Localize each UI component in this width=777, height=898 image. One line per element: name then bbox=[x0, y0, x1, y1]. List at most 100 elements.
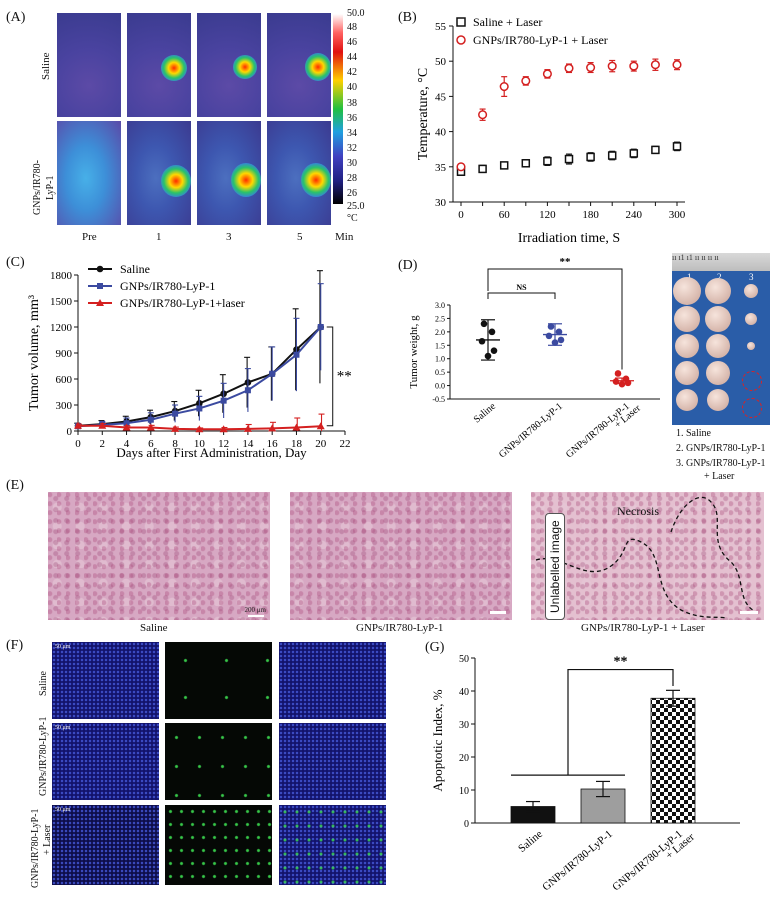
data-point bbox=[98, 421, 107, 429]
x-tick-label: 120 bbox=[539, 209, 556, 221]
data-point bbox=[74, 421, 82, 429]
scale-tick-label: 48 bbox=[347, 22, 357, 33]
tumor-sample bbox=[707, 389, 729, 411]
thermal-image-saline-3min bbox=[196, 12, 262, 118]
scale-tick-label: 40 bbox=[347, 82, 357, 94]
he-image-gnps bbox=[290, 492, 512, 620]
scale-bar bbox=[248, 615, 264, 617]
data-point bbox=[478, 337, 486, 345]
data-point bbox=[629, 149, 639, 158]
y-tick-label: 1800 bbox=[50, 270, 73, 282]
row-label-gnps-line2: LyP-1 bbox=[45, 175, 56, 200]
color-scale-bar bbox=[333, 14, 343, 204]
unlabelled-image-tag: Unlabelled image bbox=[545, 513, 565, 620]
fluor-saline-tunel bbox=[165, 642, 272, 719]
tumor-sample bbox=[676, 389, 698, 411]
data-point bbox=[612, 378, 620, 385]
data-point bbox=[456, 162, 466, 172]
x-tick-label: GNPs/IR780-LyP-1 bbox=[497, 401, 565, 460]
data-point bbox=[293, 351, 300, 358]
fluor-gnps-tunel bbox=[165, 723, 272, 800]
scale-tick-label: 46 bbox=[347, 37, 357, 49]
f-row-label-gnps: GNPs/IR780-LyP-1 bbox=[38, 716, 49, 796]
ns-bracket bbox=[487, 292, 556, 299]
x-tick-label: 16 bbox=[267, 438, 279, 450]
y-tick-label: 50 bbox=[435, 56, 447, 68]
data-point bbox=[542, 69, 552, 79]
f-row-label-gnps-laser-1: GNPs/IR780-LyP-1 bbox=[30, 808, 41, 888]
data-point bbox=[195, 425, 204, 433]
ns-label: NS bbox=[516, 283, 527, 292]
scale-tick-label: 30 bbox=[347, 157, 357, 169]
data-point bbox=[607, 151, 617, 160]
y-tick-label: 30 bbox=[459, 720, 469, 731]
y-tick-label: 35 bbox=[435, 162, 447, 174]
data-point bbox=[651, 145, 660, 155]
data-point bbox=[618, 380, 626, 388]
data-point bbox=[624, 379, 632, 387]
tumor-sample bbox=[747, 342, 755, 350]
scale-tick-label: 34 bbox=[347, 127, 357, 139]
y-tick-label: 20 bbox=[459, 753, 469, 764]
scale-bar bbox=[740, 611, 758, 614]
data-point bbox=[672, 142, 682, 151]
x-tick-label: GNPs/IR780-LyP-1 bbox=[540, 828, 615, 893]
caption-gnps-laser: GNPs/IR780-LyP-1 + Laser bbox=[581, 622, 705, 634]
legend-label: GNPs/IR780-LyP-1 + Laser bbox=[473, 33, 608, 47]
y-tick-label: 900 bbox=[56, 348, 73, 360]
y-tick-label: 50 bbox=[459, 654, 469, 665]
col-label-pre: Pre bbox=[82, 231, 97, 243]
tumor-sample bbox=[705, 306, 731, 332]
chart-b-temperature: 30 35 40 45 50 55 0 60 120 180 240 300 Irradiation t… bbox=[416, 15, 686, 246]
legend-label: GNPs/IR780-LyP-1+laser bbox=[120, 296, 245, 310]
fluor-gnps-laser-merged bbox=[279, 805, 386, 885]
photo-legend-3b: + Laser bbox=[704, 471, 735, 482]
scale-tick-label: 44 bbox=[347, 52, 357, 64]
data-point bbox=[521, 76, 531, 86]
y-tick-label: 45 bbox=[435, 91, 447, 103]
panel-g-label: (G) bbox=[425, 640, 445, 655]
data-point bbox=[478, 110, 488, 120]
x-tick-label: 22 bbox=[340, 438, 351, 450]
thermal-image-gnps-3min bbox=[196, 120, 262, 226]
thermal-image-saline-pre bbox=[56, 12, 122, 118]
x-tick-label: Saline bbox=[472, 401, 499, 426]
col-label-1: 1 bbox=[156, 231, 162, 243]
y-tick-label: 600 bbox=[56, 374, 73, 386]
data-point bbox=[564, 63, 574, 73]
data-point bbox=[219, 425, 228, 433]
panel-c-label: (C) bbox=[6, 255, 25, 270]
x-tick-label: 4 bbox=[124, 438, 130, 450]
y-tick-label: 1.5 bbox=[435, 341, 445, 350]
y-axis-label: Tumor volume, mm³ bbox=[27, 295, 42, 411]
legend-marker bbox=[456, 35, 466, 45]
time-unit-label: Min bbox=[335, 231, 354, 243]
x-tick-label: 12 bbox=[218, 438, 229, 450]
f-row-label-saline: Saline bbox=[38, 671, 49, 696]
chart-d-tumor-weight: -0.5 0.0 0.5 1.0 1.5 2.0 2.5 3.0 Tumor weight, g… bbox=[408, 256, 660, 460]
x-tick-label: 6 bbox=[148, 438, 154, 450]
data-point bbox=[586, 62, 596, 73]
data-point bbox=[650, 60, 660, 70]
data-point bbox=[545, 332, 553, 340]
tumor-photo: ıı ı1 ı1 ıı ıı ıı ıı 1 2 3 bbox=[672, 253, 770, 425]
x-tick-label: 240 bbox=[626, 209, 643, 221]
data-point bbox=[316, 422, 325, 430]
fluor-gnps-dapi: 50 μm bbox=[52, 723, 159, 800]
photo-legend-1: 1. Saline bbox=[676, 428, 711, 439]
ruler: ıı ı1 ı1 ıı ıı ıı ıı bbox=[672, 253, 770, 271]
data-point bbox=[171, 424, 180, 432]
y-tick-label: 0.0 bbox=[435, 382, 445, 391]
y-tick-label: 2.5 bbox=[435, 314, 445, 323]
data-point bbox=[555, 328, 563, 336]
y-tick-label: 0.5 bbox=[435, 368, 445, 377]
data-point bbox=[521, 159, 531, 168]
y-tick-label: 2.0 bbox=[435, 328, 445, 337]
thermal-image-saline-1min bbox=[126, 12, 192, 118]
scale-tick-label: 26 bbox=[347, 188, 357, 200]
data-point bbox=[564, 154, 574, 164]
y-tick-label: 1.0 bbox=[435, 355, 445, 364]
data-point bbox=[243, 424, 252, 432]
col-label-3: 3 bbox=[226, 231, 232, 243]
data-point bbox=[146, 423, 155, 431]
